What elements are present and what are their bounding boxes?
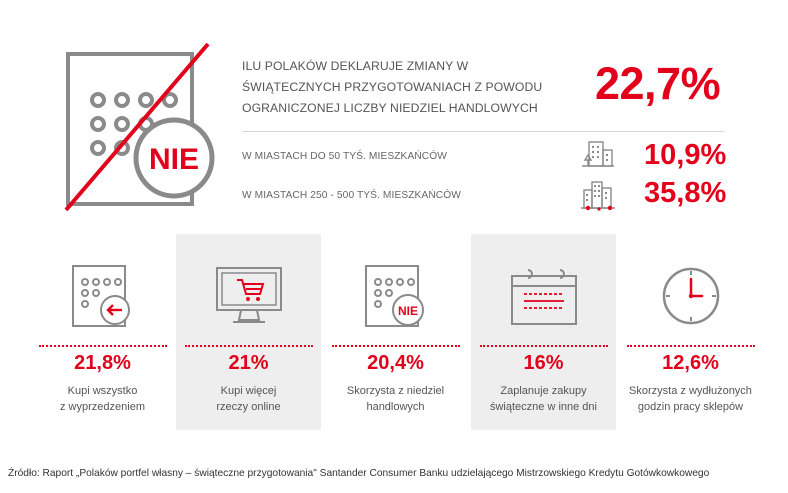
divider: [242, 131, 724, 132]
calendar-plan-icon: [511, 269, 577, 325]
stat-card: 16% Zaplanuje zakupy świąteczne w inne d…: [471, 234, 616, 430]
dotted-separator: [185, 345, 313, 347]
stat-percentage: 21%: [228, 352, 269, 374]
breakdown-percentage: 10,9%: [644, 139, 727, 171]
stat-label-line: Skorzysta z wydłużonych: [629, 385, 752, 397]
headline-line: OGRANICZONEJ LICZBY NIEDZIEL HANDLOWYCH: [242, 101, 538, 115]
stat-label: Skorzysta z niedziel handlowych: [323, 383, 468, 415]
stat-label-line: godzin pracy sklepów: [637, 401, 744, 413]
stat-panel: [176, 234, 321, 430]
stat-label: Kupi wszystko z wyprzedzeniem: [30, 383, 175, 415]
source-note: Źródło: Raport „Polaków portfel własny –…: [8, 468, 710, 479]
dotted-separator: [627, 345, 755, 347]
stat-card: 21,8% Kupi wszystko z wyprzedzeniem: [30, 234, 175, 430]
stat-label: Skorzysta z wydłużonych godzin pracy skl…: [618, 383, 763, 415]
stat-card: 21% Kupi więcej rzeczy online: [176, 234, 321, 430]
stat-label-line: Skorzysta z niedziel: [346, 385, 445, 397]
stat-percentage: 21,8%: [74, 352, 131, 374]
hero-percentage: 22,7%: [595, 58, 721, 109]
stat-label-line: z wyprzedzeniem: [60, 401, 145, 413]
dotted-separator: [39, 345, 167, 347]
dotted-separator: [480, 345, 608, 347]
stat-label-line: Zaplanuje zakupy: [500, 385, 587, 397]
stat-label-line: Kupi więcej: [220, 385, 277, 397]
small-town-icon: [582, 141, 614, 167]
stat-label-line: rzeczy online: [216, 401, 281, 413]
stat-label-line: handlowych: [366, 401, 425, 413]
crossed-calendar-nie-icon: NIE: [64, 42, 215, 212]
stat-card: NIE 20,4% Skorzysta z niedziel handlowyc…: [323, 234, 468, 430]
calendar-arrow-icon: [72, 265, 130, 327]
hero-badge-text: NIE: [149, 143, 199, 176]
headline-line: ILU POLAKÓW DEKLARUJE ZMIANY W: [242, 59, 469, 73]
stat-panel: [471, 234, 616, 430]
stat-label-line: Kupi wszystko: [67, 385, 138, 397]
hero-headline: ILU POLAKÓW DEKLARUJE ZMIANY W ŚWIĄTECZN…: [242, 56, 572, 119]
breakdown-label: W MIASTACH 250 - 500 TYŚ. MIESZKAŃCÓW: [242, 190, 461, 201]
breakdown-percentage: 35,8%: [644, 177, 727, 209]
stat-percentage: 12,6%: [662, 352, 719, 374]
stat-label: Zaplanuje zakupy świąteczne w inne dni: [471, 383, 616, 415]
city-icon: [581, 181, 615, 211]
stat-label: Kupi więcej rzeczy online: [176, 383, 321, 415]
breakdown-label: W MIASTACH DO 50 TYŚ. MIESZKAŃCÓW: [242, 151, 447, 162]
stat-percentage: 20,4%: [367, 352, 424, 374]
headline-line: ŚWIĄTECZNYCH PRZYGOTOWANIACH Z POWODU: [242, 80, 543, 94]
stat-label-line: świąteczne w inne dni: [489, 401, 597, 413]
monitor-cart-icon: [216, 267, 282, 323]
stat-percentage: 16%: [523, 352, 564, 374]
calendar-nie-icon: NIE: [365, 265, 424, 327]
dotted-separator: [332, 345, 460, 347]
stat-card: 12,6% Skorzysta z wydłużonych godzin pra…: [618, 234, 763, 430]
stat-badge-text: NIE: [398, 304, 418, 318]
clock-icon: [662, 267, 720, 325]
